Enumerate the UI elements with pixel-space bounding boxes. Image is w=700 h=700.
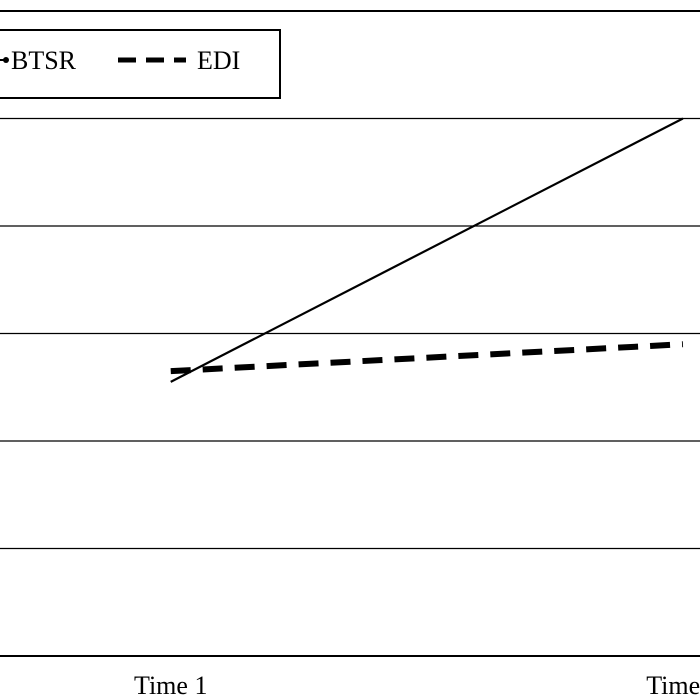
- x-tick-label: Time 4: [646, 671, 700, 700]
- legend-box: [0, 29, 281, 99]
- x-tick-label: Time 1: [134, 671, 207, 700]
- legend: BTSR EDI: [0, 29, 281, 99]
- series-line-btsr: [170, 117, 684, 383]
- x-tick-labels: Time 1 Time 4: [134, 671, 700, 700]
- legend-swatch-btsr-marker: [3, 57, 9, 63]
- plot-frame: [0, 10, 700, 657]
- legend-label-edi: EDI: [197, 46, 240, 75]
- gridlines: [0, 117, 700, 550]
- series-line-edi: [170, 341, 684, 375]
- legend-label-btsr: BTSR: [11, 46, 77, 75]
- series-lines: [170, 117, 684, 383]
